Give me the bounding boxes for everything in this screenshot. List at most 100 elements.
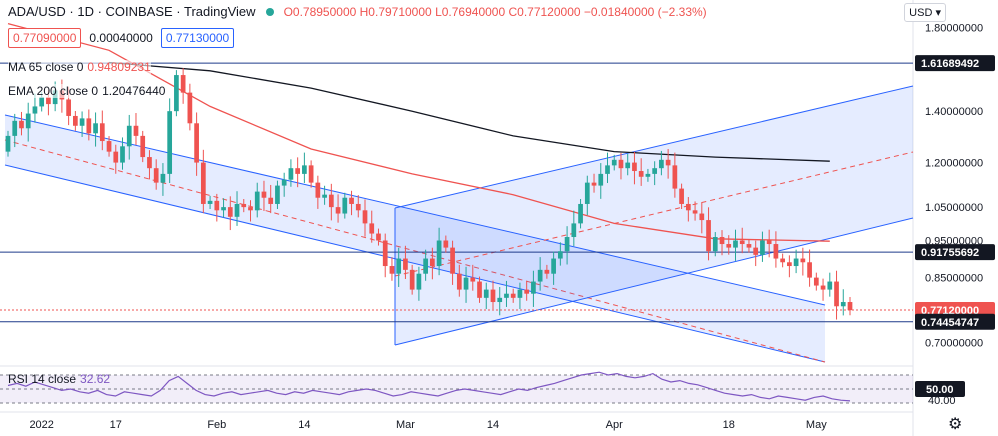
- candle: [93, 112, 98, 147]
- candle-body: [638, 171, 644, 177]
- candle: [625, 153, 631, 176]
- candle-body: [706, 220, 711, 252]
- candle: [652, 161, 658, 186]
- candle-body: [254, 191, 260, 211]
- candle: [490, 280, 496, 310]
- candle: [194, 112, 199, 176]
- gear-icon[interactable]: ⚙: [948, 416, 963, 433]
- candle: [827, 272, 833, 297]
- candle: [389, 257, 395, 281]
- candle: [659, 150, 664, 176]
- ema-legend[interactable]: EMA 200 close 0 1.20476440: [8, 84, 166, 98]
- candle-body: [578, 203, 583, 224]
- rsi-legend[interactable]: RSI 14 close 32.62: [8, 372, 110, 386]
- candle: [349, 190, 354, 216]
- candle-body: [766, 240, 772, 245]
- candle-body: [652, 168, 658, 174]
- ema-label: EMA 200 close 0: [8, 84, 99, 98]
- candle: [180, 68, 186, 104]
- time-tick-label: 17: [110, 419, 122, 431]
- candle: [483, 282, 489, 310]
- candle-body: [382, 240, 388, 267]
- price-level-tag: [915, 55, 995, 72]
- candle: [167, 98, 173, 184]
- candle: [403, 245, 408, 279]
- candle: [140, 130, 146, 163]
- candle-body: [470, 277, 476, 282]
- candle-body: [342, 197, 348, 214]
- candle-body: [349, 197, 354, 204]
- candle: [295, 157, 301, 188]
- candle: [147, 150, 152, 180]
- candle: [456, 264, 462, 297]
- candle: [187, 83, 193, 131]
- candle-body: [147, 157, 152, 169]
- candle: [126, 114, 132, 160]
- symbol-label[interactable]: ADA/USD · 1D · COINBASE · TradingView: [8, 4, 256, 19]
- candle: [611, 154, 617, 171]
- price-axis: 1.80000000 1.40000000 1.20000000 1.05000000…: [915, 22, 995, 349]
- buy-price-button[interactable]: 0.77130000: [160, 28, 235, 48]
- candle-body: [187, 92, 193, 124]
- candle: [430, 247, 435, 280]
- spread-value: 0.00040000: [89, 31, 153, 45]
- candle: [739, 227, 745, 254]
- currency-selector[interactable]: USD ▾: [904, 3, 946, 22]
- candle: [793, 249, 799, 274]
- candle-body: [753, 247, 759, 255]
- candle: [807, 249, 812, 287]
- candle-body: [557, 251, 563, 259]
- candle: [5, 130, 11, 157]
- candle-body: [605, 165, 610, 174]
- candles: [5, 68, 853, 320]
- candle-body: [564, 237, 570, 252]
- candle-body: [93, 123, 98, 134]
- candle-body: [834, 281, 839, 307]
- candle: [672, 152, 678, 198]
- candle: [73, 110, 78, 131]
- candle: [510, 288, 516, 303]
- candle: [820, 278, 826, 301]
- ma-legend[interactable]: MA 65 close 0 0.94809231: [8, 60, 151, 74]
- candle-body: [281, 179, 287, 186]
- ma-value: 0.94809231: [87, 60, 151, 74]
- candle-body: [241, 203, 247, 208]
- price-level-label: 0.74454747: [921, 317, 979, 329]
- candle-body: [800, 258, 806, 263]
- candle-body: [443, 240, 449, 248]
- candle: [335, 194, 341, 223]
- candle: [692, 201, 698, 221]
- candle: [214, 193, 220, 222]
- time-tick-label: Feb: [207, 419, 226, 431]
- candle-body: [733, 240, 738, 248]
- quote-row: 0.77090000 0.00040000 0.77130000: [8, 28, 235, 48]
- time-axis: 2022 17 Feb 14 Mar 14 Apr 18 May: [29, 419, 827, 431]
- candle: [504, 280, 509, 307]
- candle-body: [200, 162, 206, 204]
- candle: [86, 109, 92, 141]
- ema-value: 1.20476440: [102, 84, 166, 98]
- candle-body: [672, 165, 678, 189]
- candle-body: [645, 173, 651, 177]
- candle-body: [39, 97, 45, 107]
- candle: [227, 196, 233, 231]
- candle-body: [591, 182, 597, 186]
- candle: [133, 113, 139, 146]
- price-tick-label: 1.80000000: [925, 22, 983, 34]
- price-level-tag: [915, 313, 995, 330]
- candle: [443, 235, 449, 253]
- candle: [281, 172, 287, 197]
- candle-body: [66, 99, 71, 116]
- sell-price-button[interactable]: 0.77090000: [8, 28, 82, 48]
- candle: [369, 210, 375, 243]
- candle-body: [510, 293, 516, 298]
- candle-body: [483, 289, 489, 298]
- candle: [571, 210, 577, 247]
- low-value: L0.76940000: [435, 4, 506, 19]
- time-tick-label: May: [806, 419, 827, 431]
- candle-body: [167, 111, 173, 174]
- candle-body: [376, 233, 381, 241]
- candle: [308, 160, 314, 188]
